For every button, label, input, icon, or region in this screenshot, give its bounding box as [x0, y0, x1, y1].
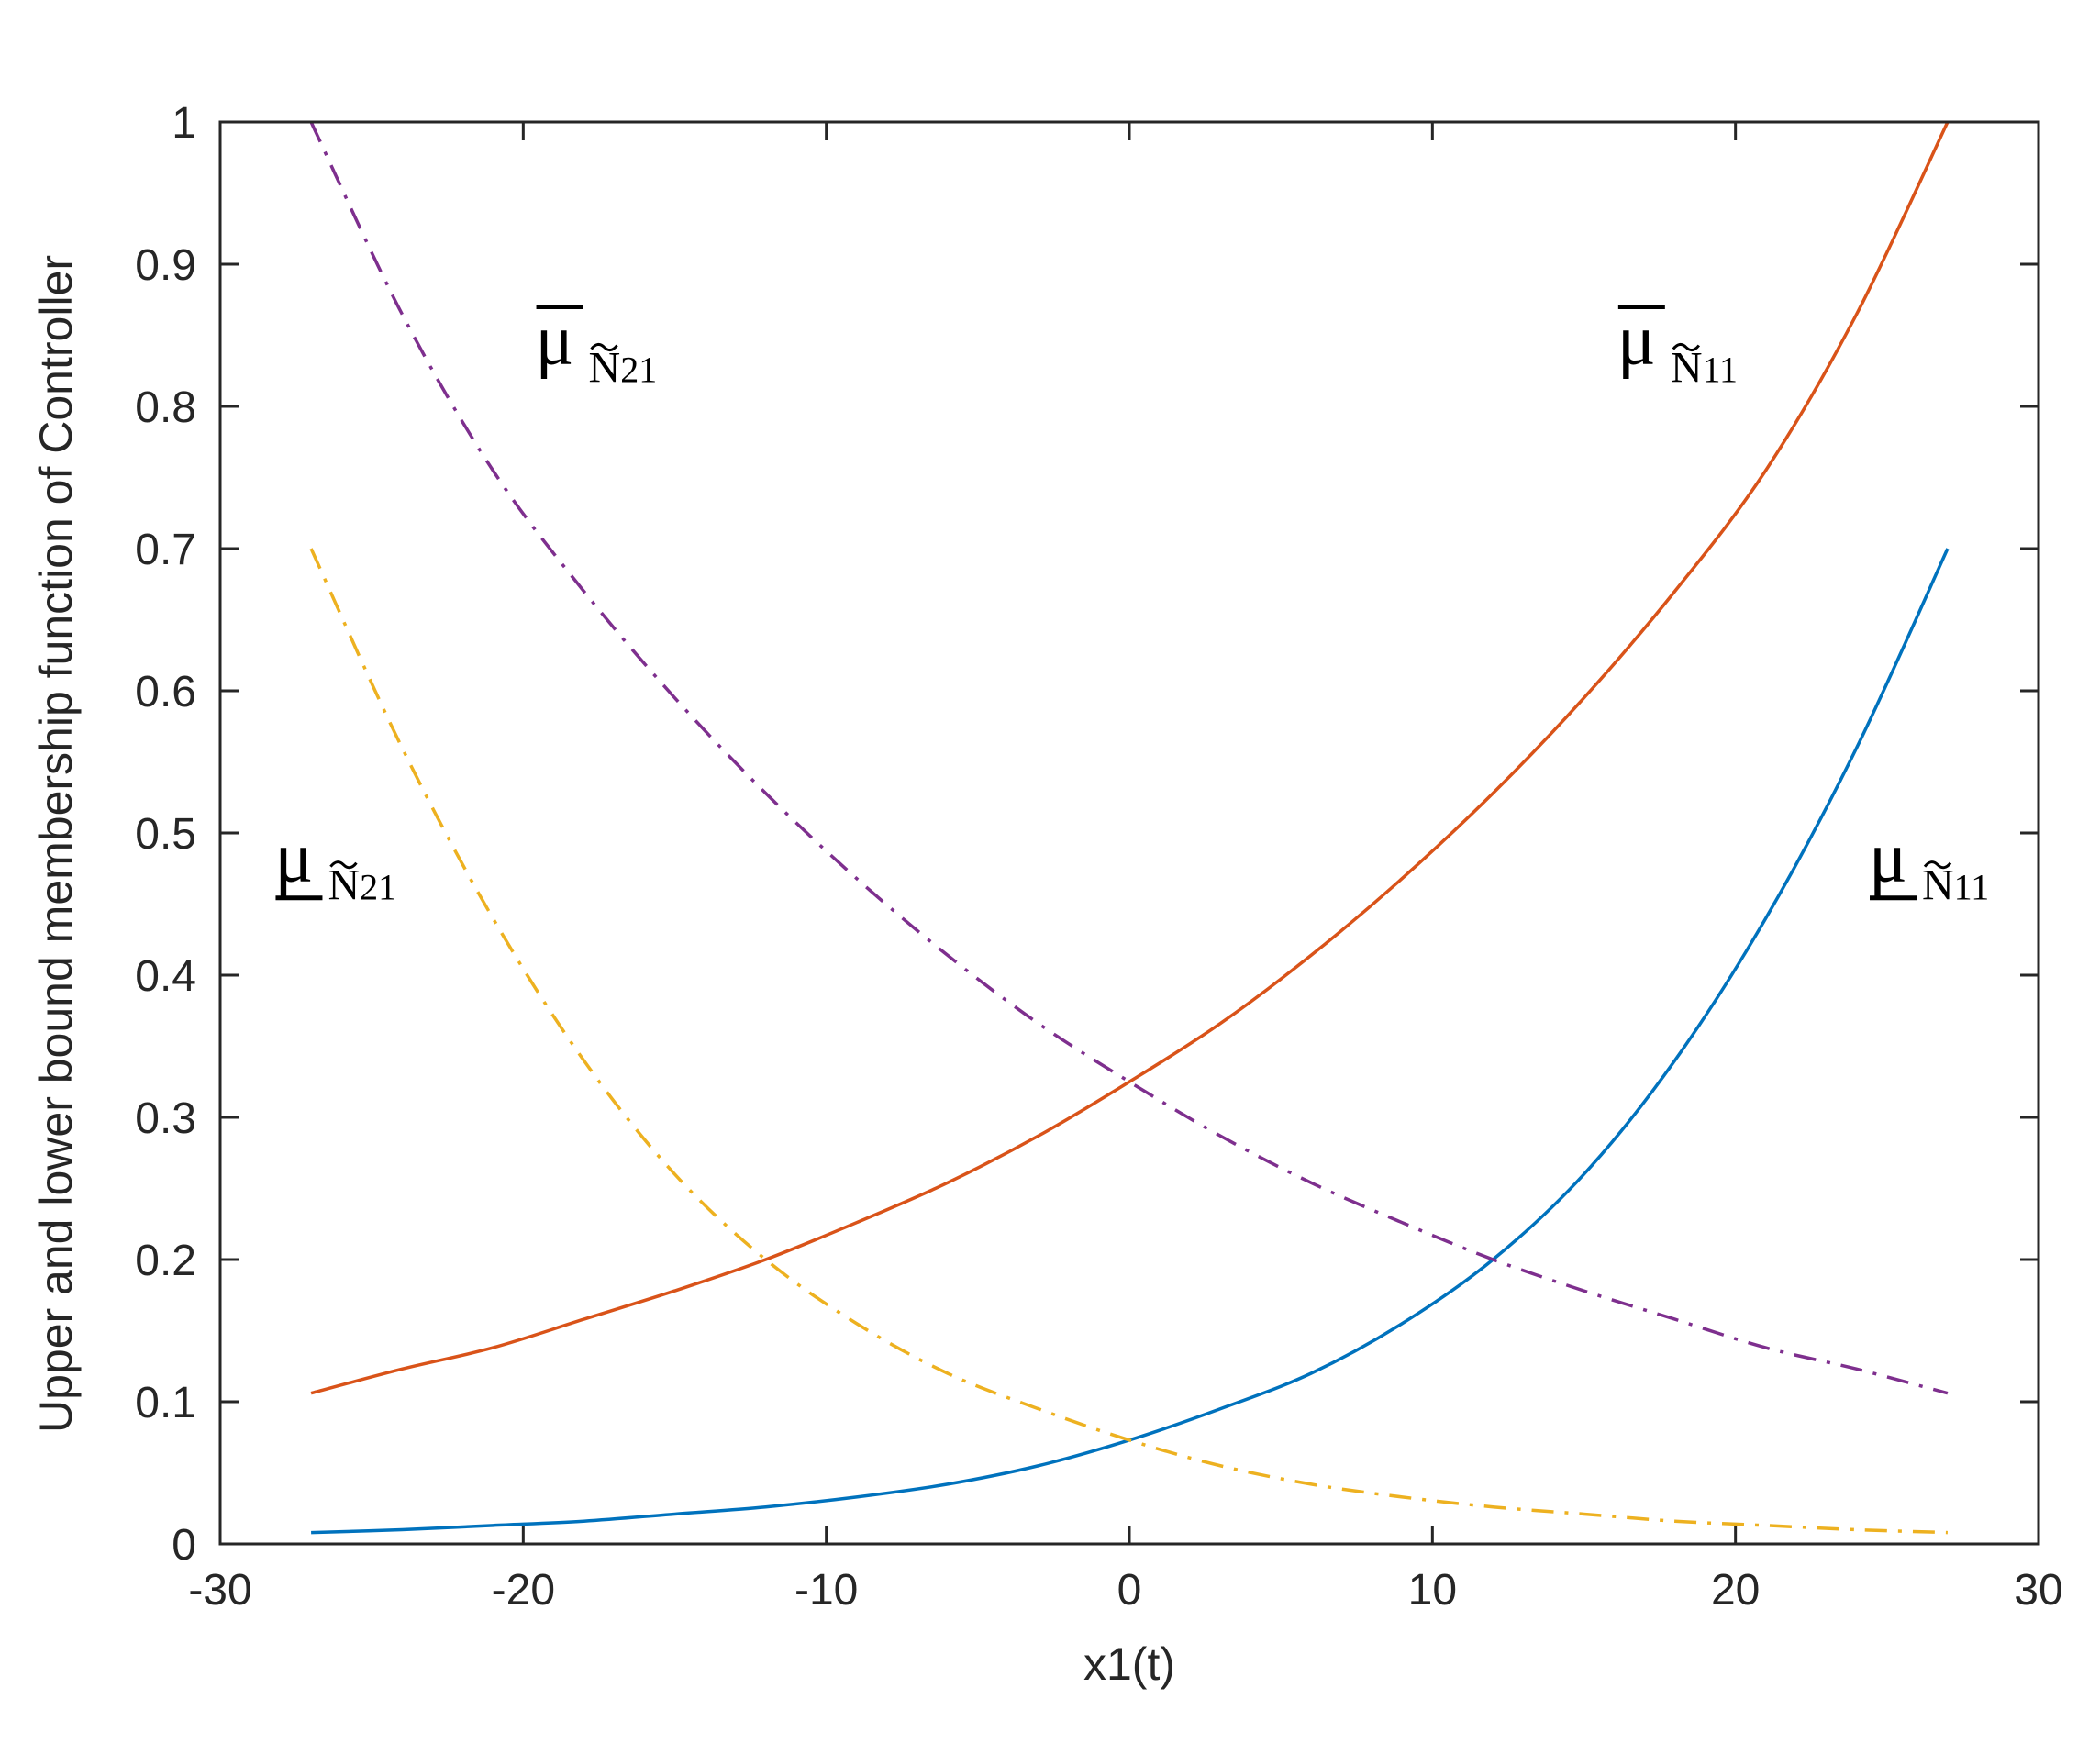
tilde-accent	[1672, 343, 1701, 351]
x-tick-label: 30	[2014, 1566, 2062, 1615]
tilde-accent	[1923, 860, 1952, 870]
y-tick-label: 0.6	[135, 668, 196, 716]
plot-area	[220, 122, 2039, 1544]
mu-symbol: μ	[1869, 817, 1907, 897]
x-tick-label: 0	[1117, 1566, 1142, 1615]
annotation-mu-upper_N11: μ N11	[1617, 300, 1738, 393]
ticks-layer: -30 -20 -10 0 10 20 30 0 0.1 0.2 0.3 0.4 0.5 0.6 0.7 0.…	[135, 99, 2062, 1615]
y-tick-label: 0.3	[135, 1094, 196, 1143]
mu-symbol: μ	[536, 300, 574, 380]
tilde-accent	[590, 343, 618, 351]
annotation-mu-lower_N11: μ N11	[1869, 817, 1989, 910]
subscript-base: N	[1922, 861, 1954, 910]
series-line-upper_N11	[310, 121, 1950, 1395]
subscript-digits: 21	[620, 350, 657, 391]
y-tick-label: 0.4	[135, 952, 196, 1001]
series-layer	[309, 121, 1950, 1535]
y-tick-label: 0.9	[135, 241, 196, 290]
mu-subscript: N21	[589, 344, 658, 393]
y-tick-label: 0.7	[135, 526, 196, 574]
annotation-mu-lower_N21: μ N21	[274, 817, 396, 910]
series-line-lower_N21	[309, 548, 1948, 1535]
y-tick-label: 0.2	[135, 1237, 196, 1285]
y-tick-label: 0.8	[135, 383, 196, 432]
mu-subscript: N21	[328, 861, 396, 910]
subscript-digits: 11	[1954, 867, 1990, 908]
x-tick-label: 10	[1408, 1566, 1457, 1615]
tilde-accent	[329, 860, 358, 870]
x-axis-label: x1(t)	[1083, 1638, 1175, 1690]
x-tick-label: 20	[1711, 1566, 1760, 1615]
y-tick-label: 0.5	[135, 810, 196, 859]
plot-frame	[218, 120, 2040, 1546]
x-tick-label: -30	[188, 1566, 251, 1615]
mu-subscript: N11	[1671, 344, 1738, 393]
subscript-base: N	[328, 861, 360, 910]
mu-subscript: N11	[1922, 861, 1989, 910]
mu-symbol: μ	[1617, 300, 1656, 380]
x-tick-label: -20	[492, 1566, 555, 1615]
y-tick-label: 0.1	[135, 1379, 196, 1427]
subscript-digits: 11	[1703, 350, 1739, 391]
y-tick-label: 0	[172, 1521, 196, 1570]
x-tick-label: -10	[794, 1566, 858, 1615]
y-tick-label: 1	[172, 99, 196, 148]
subscript-digits: 21	[360, 867, 396, 908]
y-axis-label: Upper and lower bound membership functio…	[30, 255, 82, 1433]
series-line-upper_N21	[309, 121, 1949, 1395]
annotation-mu-upper_N21: μ N21	[536, 300, 658, 393]
series-line-lower_N11	[311, 548, 1950, 1535]
subscript-base: N	[1671, 344, 1703, 393]
mu-symbol: μ	[274, 817, 313, 897]
subscript-base: N	[589, 344, 621, 393]
